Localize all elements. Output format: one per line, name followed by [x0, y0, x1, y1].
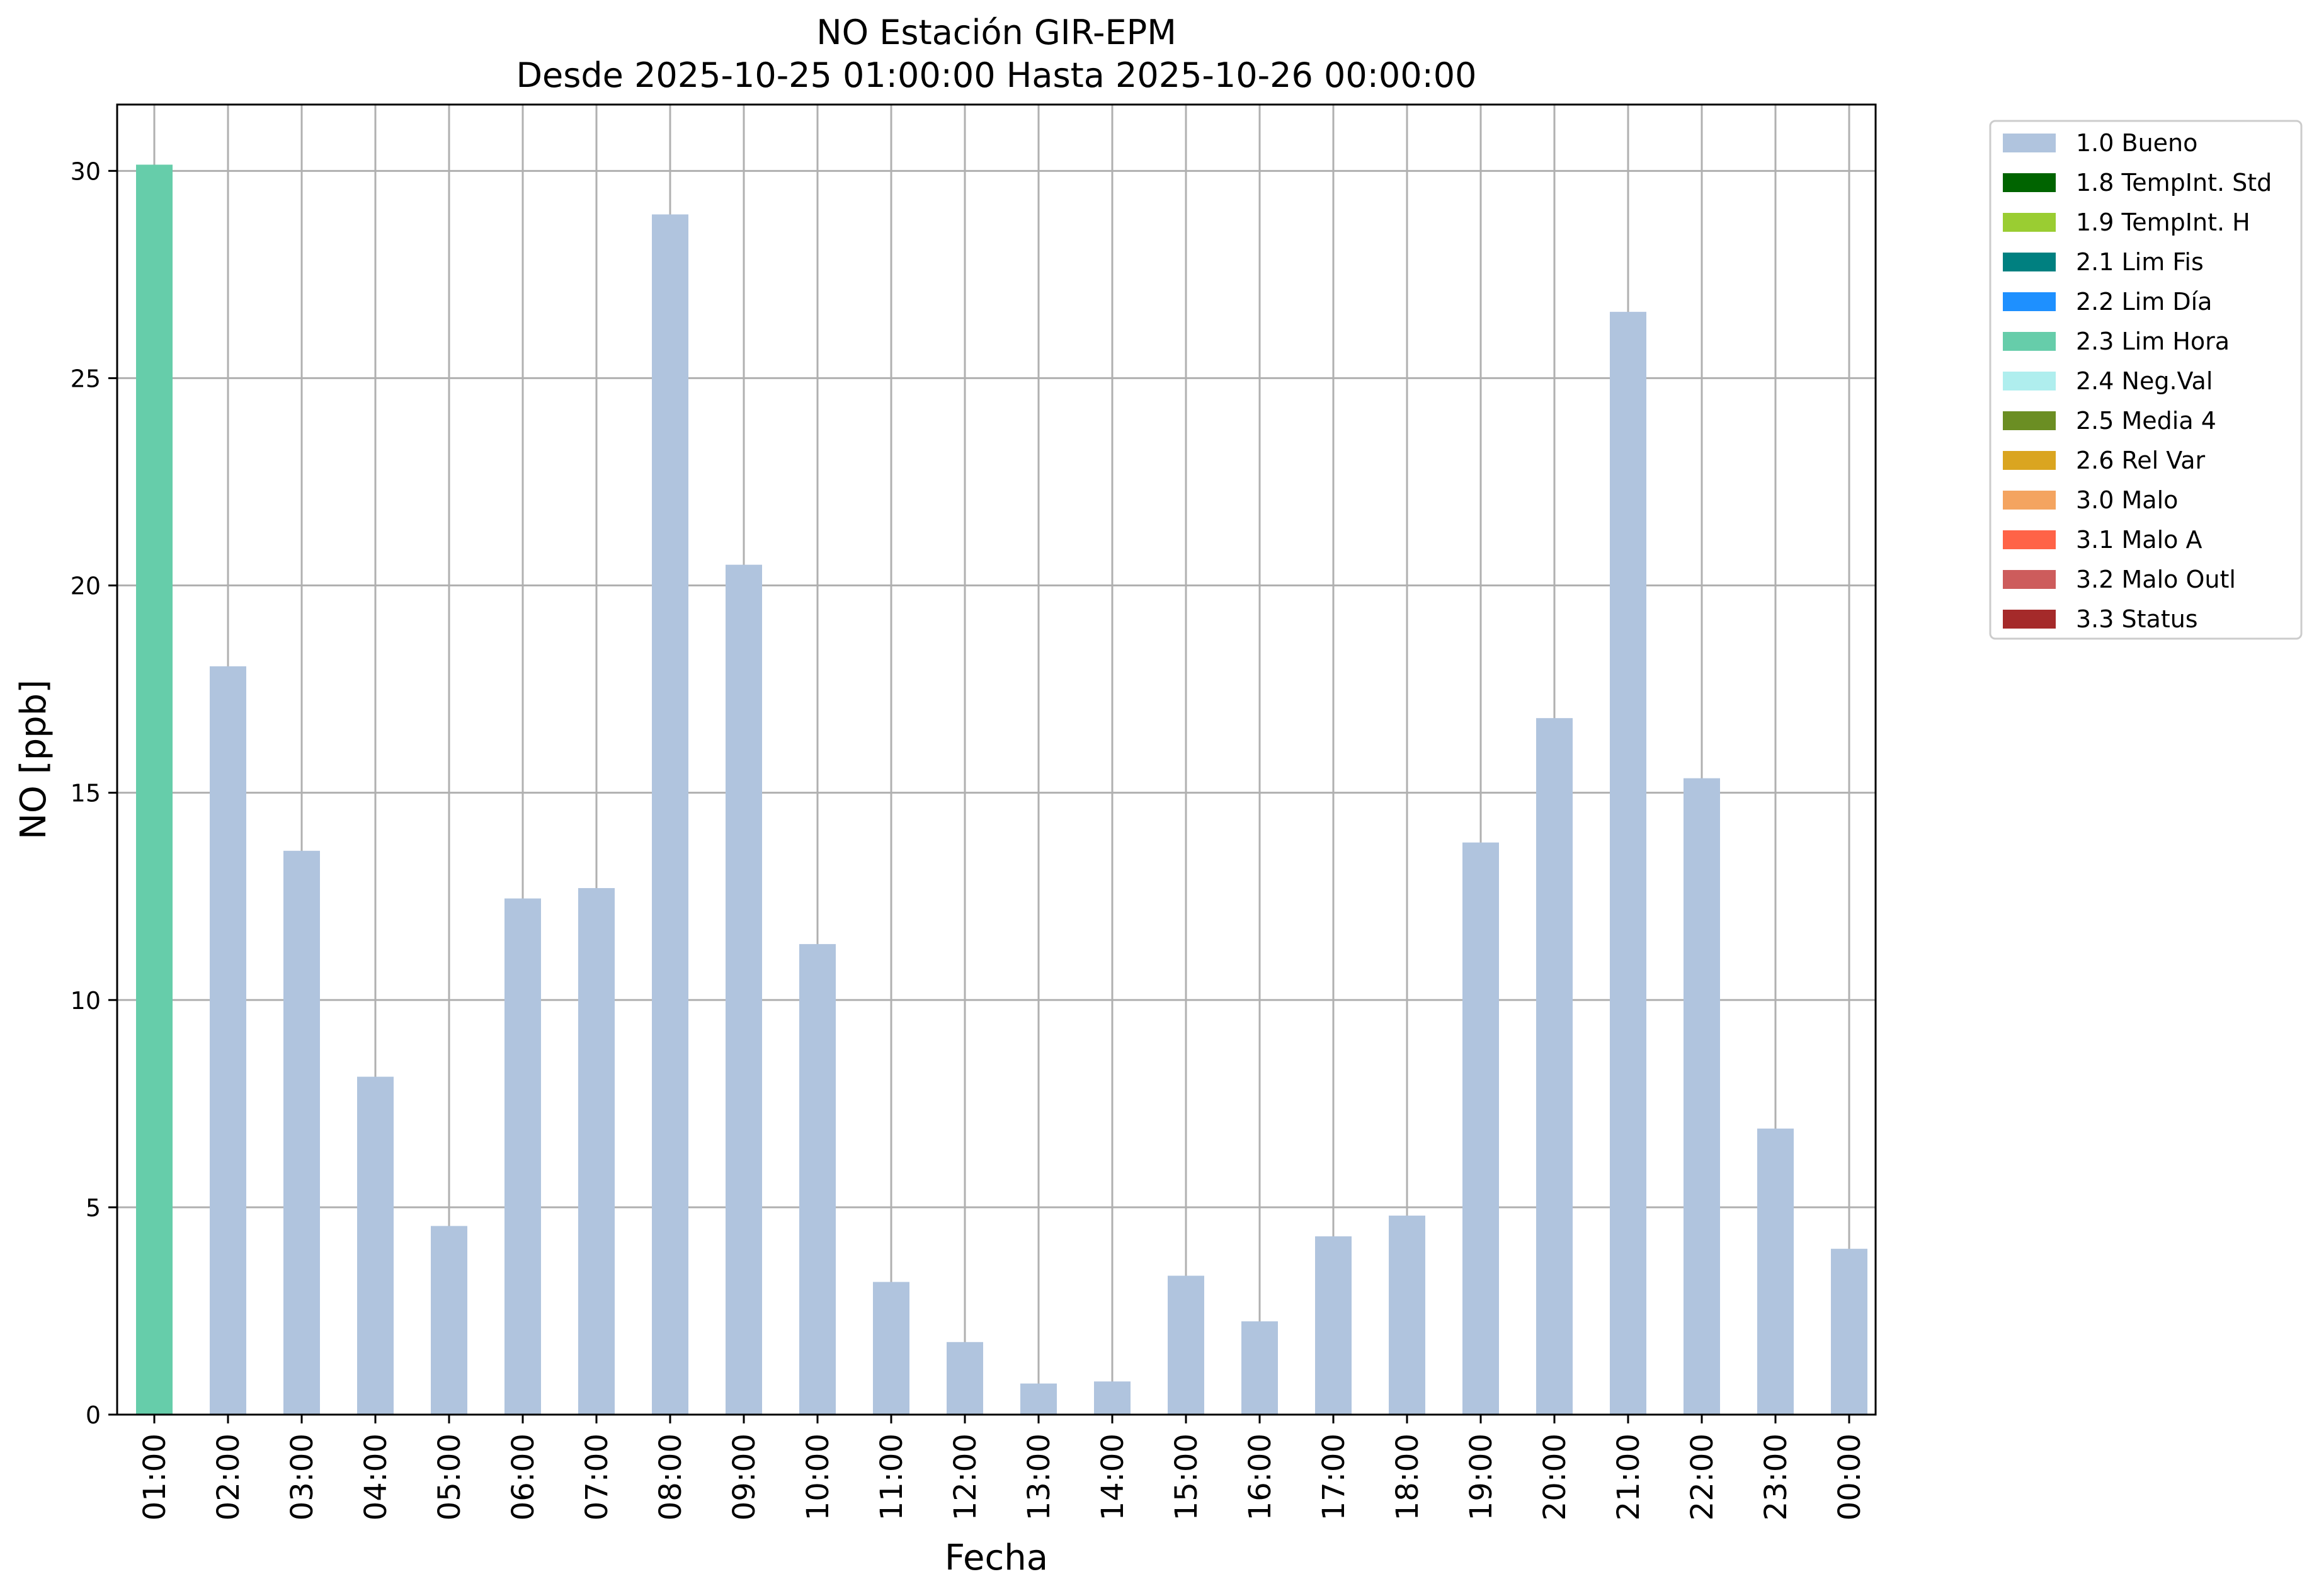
x-tick-label: 06:00 — [506, 1434, 541, 1520]
bar-1400 — [1094, 1381, 1131, 1415]
legend-swatch — [2003, 451, 2056, 470]
x-tick-label: 11:00 — [874, 1434, 909, 1520]
x-tick-label: 05:00 — [432, 1434, 467, 1520]
legend-swatch — [2003, 491, 2056, 510]
bar-0800 — [652, 214, 688, 1415]
x-tick-label: 03:00 — [285, 1434, 320, 1520]
x-tick-label: 13:00 — [1022, 1434, 1057, 1520]
bar-1600 — [1241, 1321, 1278, 1415]
legend-label: 1.0 Bueno — [2076, 129, 2197, 157]
y-axis-label: NO [ppb] — [13, 680, 54, 840]
legend-label: 3.2 Malo Outl — [2076, 566, 2236, 593]
x-tick-label: 22:00 — [1685, 1434, 1720, 1520]
legend-swatch — [2003, 134, 2056, 152]
legend-swatch — [2003, 213, 2056, 232]
y-tick-label: 10 — [71, 987, 101, 1015]
legend-swatch — [2003, 610, 2056, 629]
legend-swatch — [2003, 253, 2056, 271]
x-tick-label: 19:00 — [1464, 1434, 1499, 1520]
x-tick-label: 04:00 — [358, 1434, 394, 1520]
bar-0500 — [431, 1226, 467, 1415]
bar-2000 — [1536, 718, 1573, 1415]
bar-0900 — [726, 564, 762, 1415]
bar-2200 — [1684, 778, 1720, 1415]
bars — [136, 164, 1867, 1415]
y-axis: 0 5 10 15 20 25 30 — [71, 157, 117, 1429]
x-tick-label: 16:00 — [1243, 1434, 1278, 1520]
chart-subtitle: Desde 2025-10-25 01:00:00 Hasta 2025-10-… — [516, 55, 1476, 95]
legend-label: 3.3 Status — [2076, 605, 2198, 633]
x-tick-label: 10:00 — [801, 1434, 836, 1520]
plot-area-frame — [116, 103, 1877, 1416]
legend-swatch — [2003, 570, 2056, 589]
x-tick-label: 00:00 — [1832, 1434, 1867, 1520]
x-tick-label: 08:00 — [653, 1434, 688, 1520]
x-tick-label: 17:00 — [1316, 1434, 1352, 1520]
legend-swatch — [2003, 530, 2056, 549]
bar-1100 — [873, 1282, 909, 1415]
bar-2300 — [1757, 1128, 1794, 1415]
bar-0100 — [136, 164, 173, 1415]
legend-label: 2.3 Lim Hora — [2076, 328, 2230, 355]
x-tick-label: 18:00 — [1390, 1434, 1425, 1520]
bar-0700 — [578, 888, 615, 1415]
legend: 1.0 Bueno 1.8 TempInt. Std 1.9 TempInt. H 2… — [1989, 120, 2303, 640]
chart-title: NO Estación GIR-EPM — [816, 13, 1177, 52]
x-tick-label: 12:00 — [948, 1434, 983, 1520]
x-tick-label: 14:00 — [1095, 1434, 1131, 1520]
x-tick-label: 02:00 — [211, 1434, 246, 1520]
legend-swatch — [2003, 411, 2056, 430]
legend-label: 2.5 Media 4 — [2076, 407, 2216, 435]
bar-0200 — [210, 666, 246, 1415]
y-tick-label: 25 — [71, 365, 101, 392]
bar-0600 — [504, 898, 541, 1415]
legend-swatch — [2003, 292, 2056, 311]
bar-0300 — [283, 850, 320, 1415]
y-tick-label: 30 — [71, 157, 101, 185]
x-tick-label: 21:00 — [1611, 1434, 1646, 1520]
y-tick-label: 0 — [86, 1401, 101, 1429]
x-tick-label: 23:00 — [1758, 1434, 1794, 1520]
bar-1500 — [1168, 1275, 1204, 1415]
bar-1300 — [1020, 1383, 1057, 1415]
y-tick-label: 20 — [71, 573, 101, 600]
legend-label: 2.2 Lim Día — [2076, 288, 2212, 316]
legend-swatch — [2003, 332, 2056, 351]
x-tick-label: 07:00 — [579, 1434, 615, 1520]
bar-1700 — [1315, 1236, 1352, 1415]
bar-1000 — [799, 943, 836, 1415]
bar-1800 — [1389, 1216, 1425, 1415]
legend-swatch — [2003, 173, 2056, 192]
legend-label: 1.8 TempInt. Std — [2076, 169, 2272, 197]
x-tick-label: 15:00 — [1169, 1434, 1204, 1520]
x-axis: 01:00 02:00 03:00 04:00 05:00 06:00 07:00 08:00… — [137, 1415, 1867, 1520]
legend-label: 3.1 Malo A — [2076, 526, 2202, 554]
x-tick-label: 01:00 — [137, 1434, 173, 1520]
bar-0400 — [357, 1076, 394, 1415]
legend-label: 3.0 Malo — [2076, 486, 2178, 514]
legend-label: 1.9 TempInt. H — [2076, 208, 2250, 236]
legend-label: 2.4 Neg.Val — [2076, 367, 2213, 395]
legend-label: 2.6 Rel Var — [2076, 447, 2206, 474]
x-axis-label: Fecha — [945, 1537, 1048, 1578]
bar-2100 — [1610, 312, 1646, 1415]
bar-1900 — [1462, 842, 1499, 1415]
legend-swatch — [2003, 372, 2056, 390]
legend-label: 2.1 Lim Fis — [2076, 248, 2204, 276]
x-tick-label: 20:00 — [1537, 1434, 1573, 1520]
bar-0000 — [1831, 1248, 1867, 1415]
x-tick-label: 09:00 — [727, 1434, 762, 1520]
y-tick-label: 15 — [71, 780, 101, 807]
y-tick-label: 5 — [86, 1194, 101, 1222]
bar-1200 — [947, 1342, 983, 1415]
legend-box — [1989, 120, 2303, 640]
